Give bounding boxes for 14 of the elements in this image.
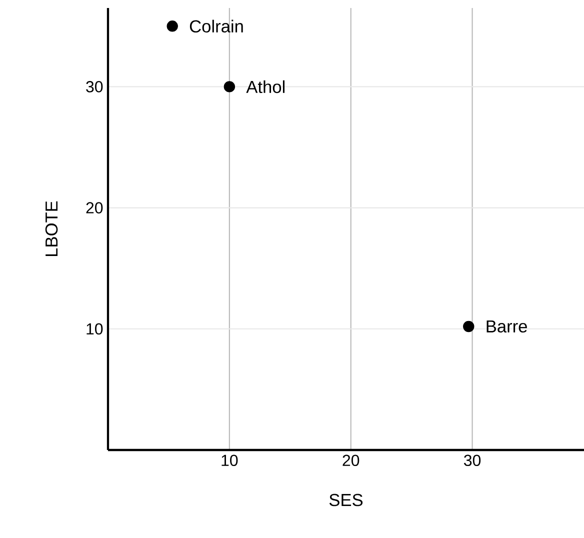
annotation: Colrain [190, 20, 243, 33]
x-tick-label: 30 [464, 454, 481, 466]
point [166, 20, 178, 32]
annotation: Athol [246, 80, 284, 94]
point [224, 81, 236, 92]
y-tick-label: 10 [86, 323, 103, 335]
y-tick-label: 30 [86, 81, 103, 92]
y-tick-label: 20 [86, 202, 103, 214]
point [463, 320, 474, 332]
y-axis-title: LBOTE [45, 201, 58, 256]
x-tick-label: 20 [342, 454, 360, 466]
annotation: Barre [486, 320, 527, 333]
x-axis-title: SES [329, 494, 363, 506]
x-tick-label: 10 [222, 454, 238, 466]
